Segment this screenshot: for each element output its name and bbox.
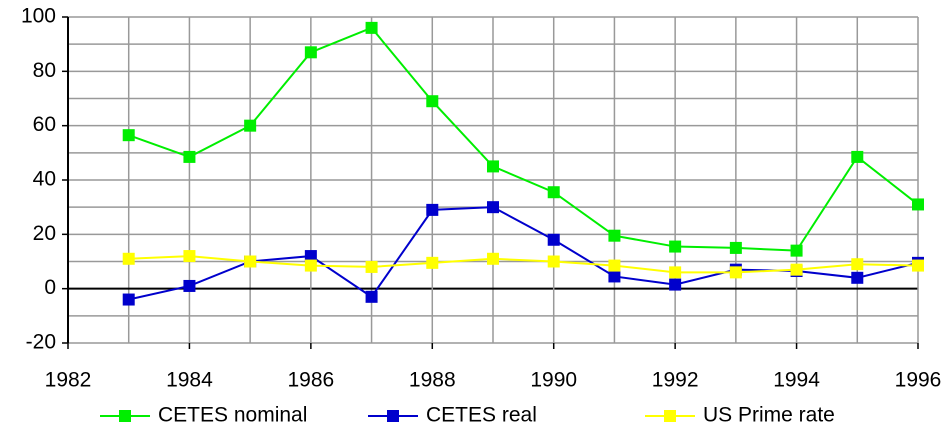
point (608, 229, 621, 242)
point (122, 129, 135, 142)
point (851, 258, 864, 271)
point (851, 271, 864, 284)
point (426, 95, 439, 108)
series-line (128, 26, 919, 252)
y-tick-label: 0 (44, 276, 56, 299)
point (183, 279, 196, 292)
point (547, 186, 560, 199)
point (547, 233, 560, 246)
point (729, 266, 742, 279)
point (365, 290, 378, 303)
x-tick-label: 1992 (652, 369, 699, 392)
point (244, 255, 257, 268)
legend-label: CETES real (426, 404, 537, 427)
point (912, 198, 924, 211)
point (790, 244, 803, 257)
point (122, 293, 135, 306)
legend-marker (119, 410, 131, 422)
point (790, 263, 803, 276)
point (547, 255, 560, 268)
grid (62, 16, 919, 349)
x-tick-label: 1984 (166, 369, 213, 392)
y-tick-label: 40 (33, 168, 56, 191)
legend-label: CETES nominal (158, 404, 307, 427)
point (669, 266, 682, 279)
y-tick-label: 100 (21, 5, 56, 28)
x-tick-label: 1982 (45, 369, 92, 392)
point (487, 201, 499, 214)
x-tick-label: 1990 (530, 369, 577, 392)
point (365, 260, 378, 273)
point (304, 250, 317, 263)
point (365, 21, 378, 34)
legend-marker (387, 410, 399, 422)
point (912, 259, 924, 272)
point (608, 259, 621, 272)
legend-marker (664, 410, 676, 422)
x-tick-label: 1996 (895, 369, 942, 392)
point (426, 256, 439, 269)
point (608, 270, 621, 283)
point (487, 160, 499, 173)
y-tick-label: -20 (26, 331, 56, 354)
point (304, 259, 317, 272)
point (851, 150, 864, 163)
point (244, 119, 257, 132)
plot (122, 21, 924, 306)
legend-label: US Prime rate (703, 404, 835, 427)
point (669, 278, 682, 291)
x-tick-label: 1988 (409, 369, 456, 392)
point (183, 150, 196, 163)
point (487, 252, 499, 265)
point (669, 240, 682, 253)
series-line (128, 255, 919, 274)
y-tick-label: 60 (33, 113, 56, 136)
point (183, 250, 196, 263)
x-tick-label: 1986 (287, 369, 334, 392)
point (426, 203, 439, 216)
x-tick-label: 1994 (773, 369, 820, 392)
point (122, 252, 135, 265)
y-tick-label: 20 (33, 222, 56, 245)
point (729, 241, 742, 254)
point (304, 46, 317, 59)
y-tick-label: 80 (33, 59, 56, 82)
